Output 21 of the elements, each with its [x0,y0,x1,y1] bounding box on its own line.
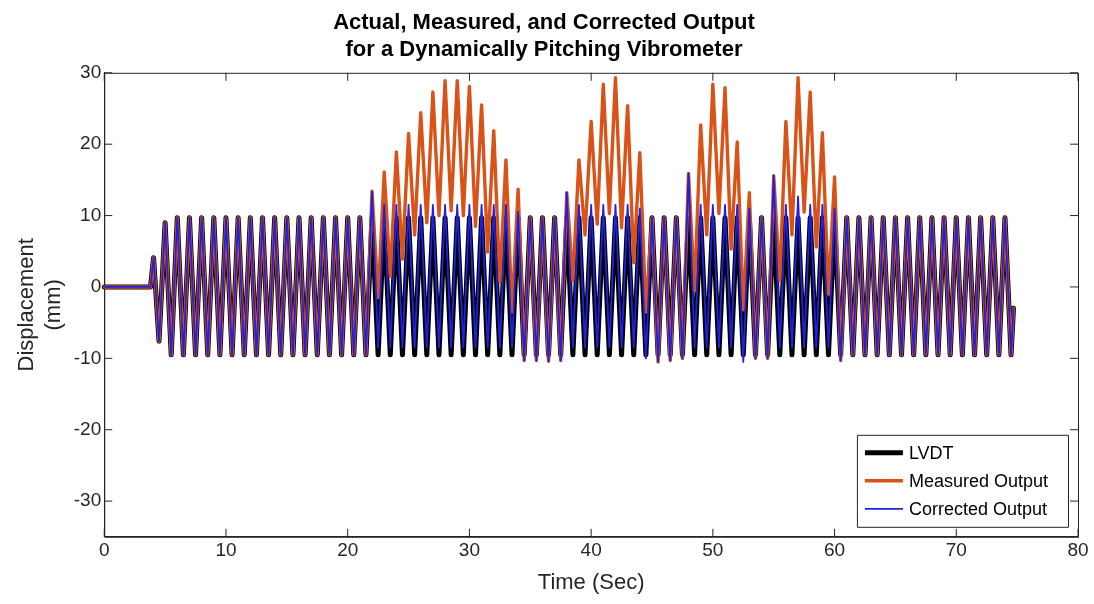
y-tick-label: 0 [90,275,102,297]
x-tick-label: 40 [580,539,602,561]
x-tick-label: 10 [215,539,237,561]
x-tick-label: 50 [702,539,724,561]
y-axis-title: Displacement (mm) [13,238,65,372]
y-tick-label: 10 [80,203,102,225]
y-tick-label: -10 [73,346,102,368]
y-tick-label: -20 [73,417,102,439]
y-tick-label: -30 [73,489,102,511]
legend-label: LVDT [908,442,954,463]
x-tick-label: 80 [1067,539,1089,561]
x-tick-label: 20 [337,539,359,561]
y-tick-label: 20 [80,132,102,154]
chart-title: Actual, Measured, and Corrected Output for a Dynamically Pitching Vibrometer [333,9,756,61]
x-axis-title: Time (Sec) [537,568,645,594]
y-tick-label: 30 [80,61,102,83]
x-tick-label: 60 [823,539,846,561]
x-tick-label: 70 [945,539,967,561]
legend-label: Corrected Output [908,498,1047,519]
legend-label: Measured Output [908,470,1048,491]
x-tick-label: 30 [458,539,480,561]
